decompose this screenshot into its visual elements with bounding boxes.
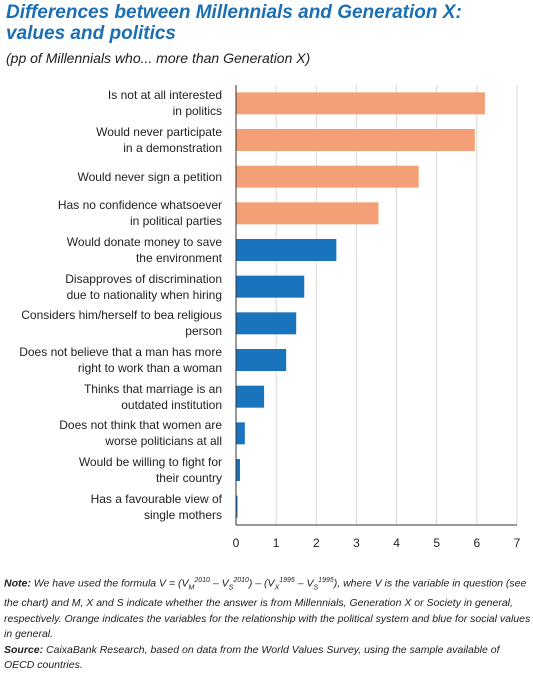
x-tick-label-0: 0 xyxy=(233,536,240,550)
category-label-8: Thinks that marriage is an outdated insti… xyxy=(0,381,222,413)
formula-close: ) xyxy=(333,577,338,590)
category-label-5: Disapproves of discrimination due to nati… xyxy=(0,271,222,303)
category-label-7-line-0: Does not believe that a man has more xyxy=(19,345,222,359)
category-label-4-line-0: Would donate money to save xyxy=(66,235,222,249)
chart-title-line-2: values and politics xyxy=(6,23,176,44)
category-label-1-line-1: in a demonstration xyxy=(123,141,222,155)
category-label-3-line-0: Has no confidence whatsoever xyxy=(57,198,222,213)
source-label: Source: xyxy=(4,643,44,656)
formula-year-2: 1995 xyxy=(279,577,295,584)
bar-3 xyxy=(236,202,379,225)
category-label-9-line-1: worse politicians at all xyxy=(105,434,222,449)
bar-2 xyxy=(236,165,419,188)
note-label: Note: xyxy=(4,577,31,590)
formula-m: M xyxy=(188,584,195,592)
category-label-1-line-0: Would never participate xyxy=(96,125,222,139)
bar-4 xyxy=(236,239,337,261)
formula-s-2: S xyxy=(313,584,319,592)
category-label-11: Has a favourable view of single mothers xyxy=(0,491,222,523)
category-label-0-line-1: in politics xyxy=(172,104,222,119)
category-label-6-line-1: person xyxy=(185,324,222,339)
category-label-10: Would be willing to fight for their count… xyxy=(0,454,222,486)
formula-close-open: ) – (V xyxy=(248,577,275,590)
formula-x: X xyxy=(274,584,280,592)
category-label-6-line-0: Considers him/herself to bea religious xyxy=(21,308,222,323)
category-label-8-line-1: outdated institution xyxy=(121,397,222,412)
category-label-2-line-0: Would never sign a petition xyxy=(77,169,222,184)
x-tick-label-1: 1 xyxy=(273,536,280,550)
category-label-9: Does not think that women are worse polit… xyxy=(0,417,222,449)
formula-s-1: S xyxy=(228,584,234,592)
category-label-4: Would donate money to save the environmen… xyxy=(0,234,222,266)
bar-chart: 0 1 2 3 4 5 6 7 xyxy=(233,85,521,550)
category-label-11-line-0: Has a favourable view of xyxy=(90,491,222,506)
x-tick-label-6: 6 xyxy=(474,536,481,550)
category-label-1: Would never participate in a demonstratio… xyxy=(0,124,222,156)
category-label-8-line-0: Thinks that marriage is an xyxy=(83,381,222,396)
formula-minus-1: – V xyxy=(209,577,229,590)
chart-subtitle: (pp of Millennials who... more than Gene… xyxy=(6,50,311,66)
category-label-3: Has no confidence whatsoever in political… xyxy=(0,197,222,229)
x-tick-label-7: 7 xyxy=(514,536,521,550)
category-label-0-line-0: Is not at all interested xyxy=(107,88,222,103)
chart-title: Differences between Millennials and Gene… xyxy=(6,2,526,44)
bar-8 xyxy=(236,385,265,408)
note-text-a: We have used the formula V = (V xyxy=(30,577,189,590)
bar-5 xyxy=(236,275,305,298)
x-tick-label-4: 4 xyxy=(393,536,400,550)
category-label-5-line-0: Disapproves of discrimination xyxy=(65,271,222,286)
category-label-11-line-1: single mothers xyxy=(143,507,222,522)
bar-10 xyxy=(236,459,241,481)
bar-1 xyxy=(236,129,475,151)
category-label-3-line-1: in political parties xyxy=(129,214,222,229)
category-label-2: Would never sign a petition xyxy=(0,169,222,185)
source-text: CaixaBank Research, based on data from t… xyxy=(4,643,500,672)
x-tick-label-2: 2 xyxy=(313,536,320,550)
bar-0 xyxy=(236,92,485,115)
category-label-0: Is not at all interested in politics xyxy=(0,87,222,119)
category-label-4-line-1: the environment xyxy=(135,251,222,265)
chart-title-line-1: Differences between Millennials and Gene… xyxy=(6,2,462,23)
formula-year-2b: 1995 xyxy=(318,577,334,584)
bar-11 xyxy=(236,495,238,518)
category-label-10-line-0: Would be willing to fight for xyxy=(78,455,222,469)
chart-note: Note: We have used the formula V = (VM20… xyxy=(4,573,531,674)
formula-minus-2: – V xyxy=(294,577,314,590)
formula-year-1b: 2010 xyxy=(233,577,249,584)
category-label-9-line-0: Does not think that women are xyxy=(59,418,222,433)
bar-7 xyxy=(236,349,287,371)
formula-year-1: 2010 xyxy=(194,577,210,584)
category-label-10-line-1: their country xyxy=(155,471,222,485)
x-tick-label-5: 5 xyxy=(433,536,440,550)
x-tick-label-3: 3 xyxy=(353,536,360,550)
category-label-7-line-1: right to work than a woman xyxy=(77,361,222,375)
category-label-6: Considers him/herself to bea religious pe… xyxy=(0,307,222,339)
category-label-7: Does not believe that a man has more righ… xyxy=(0,344,222,376)
category-label-5-line-1: due to nationality when hiring xyxy=(66,287,222,302)
note-text-b: , where V is the variable in question (s… xyxy=(4,577,531,641)
bar-9 xyxy=(236,422,245,445)
bar-6 xyxy=(236,312,297,335)
